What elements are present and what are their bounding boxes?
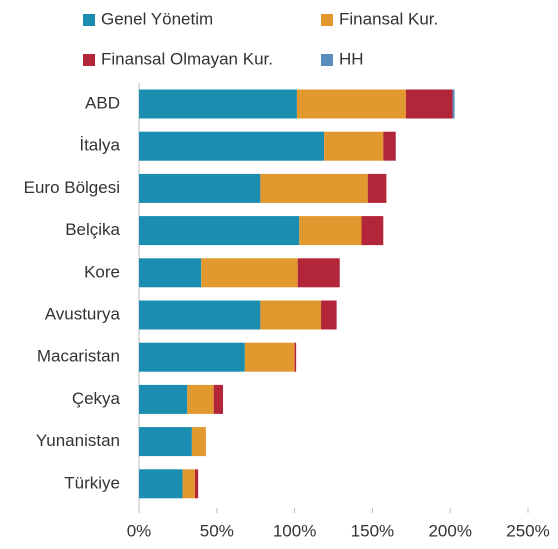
- bar-segment: [452, 89, 455, 119]
- y-tick-label: İtalya: [79, 136, 120, 155]
- bar-segment: [213, 384, 224, 414]
- bar-segment: [139, 131, 325, 161]
- bar-segment: [361, 216, 384, 246]
- legend-swatch: [83, 14, 95, 26]
- y-tick-label: Avusturya: [45, 304, 121, 323]
- bar-segment: [139, 342, 245, 372]
- y-tick-label: Çekya: [72, 389, 121, 408]
- x-tick-label: 200%: [428, 521, 471, 540]
- bar-segment: [187, 384, 214, 414]
- bar-segment: [191, 427, 206, 457]
- bar-segment: [321, 300, 337, 330]
- bar-segment: [260, 173, 368, 203]
- bar-segment: [182, 469, 196, 499]
- legend-label: Finansal Olmayan Kur.: [101, 49, 273, 68]
- x-tick-label: 0%: [127, 521, 152, 540]
- legend-label: HH: [339, 49, 364, 68]
- bar-segment: [139, 300, 261, 330]
- bar-segment: [139, 258, 202, 288]
- bar-segment: [195, 469, 199, 499]
- x-tick-label: 50%: [200, 521, 234, 540]
- y-tick-label: Macaristan: [37, 347, 120, 366]
- x-tick-label: 150%: [351, 521, 394, 540]
- bar-segment: [299, 216, 362, 246]
- bar-segment: [139, 216, 300, 246]
- bar-segment: [201, 258, 298, 288]
- bar-segment: [296, 89, 406, 119]
- x-tick-label: 100%: [273, 521, 316, 540]
- bar-segment: [367, 173, 387, 203]
- bar-segment: [294, 342, 297, 372]
- bar-segment: [244, 342, 295, 372]
- y-tick-label: Euro Bölgesi: [24, 178, 120, 197]
- y-tick-label: ABD: [85, 93, 120, 112]
- legend-label: Genel Yönetim: [101, 9, 213, 28]
- bar-segment: [405, 89, 453, 119]
- y-tick-label: Türkiye: [64, 473, 120, 492]
- legend-swatch: [83, 54, 95, 66]
- x-tick-label: 250%: [506, 521, 549, 540]
- bar-segment: [383, 131, 396, 161]
- legend-swatch: [321, 54, 333, 66]
- bar-segment: [139, 173, 261, 203]
- bar-segment: [297, 258, 340, 288]
- bar-segment: [324, 131, 384, 161]
- bar-segment: [260, 300, 322, 330]
- y-tick-label: Belçika: [65, 220, 120, 239]
- bar-segment: [139, 469, 183, 499]
- y-tick-label: Yunanistan: [36, 431, 120, 450]
- legend-swatch: [321, 14, 333, 26]
- y-tick-label: Kore: [84, 262, 120, 281]
- legend-label: Finansal Kur.: [339, 9, 438, 28]
- bar-segment: [139, 427, 192, 457]
- bar-segment: [139, 89, 297, 119]
- bar-segment: [139, 384, 188, 414]
